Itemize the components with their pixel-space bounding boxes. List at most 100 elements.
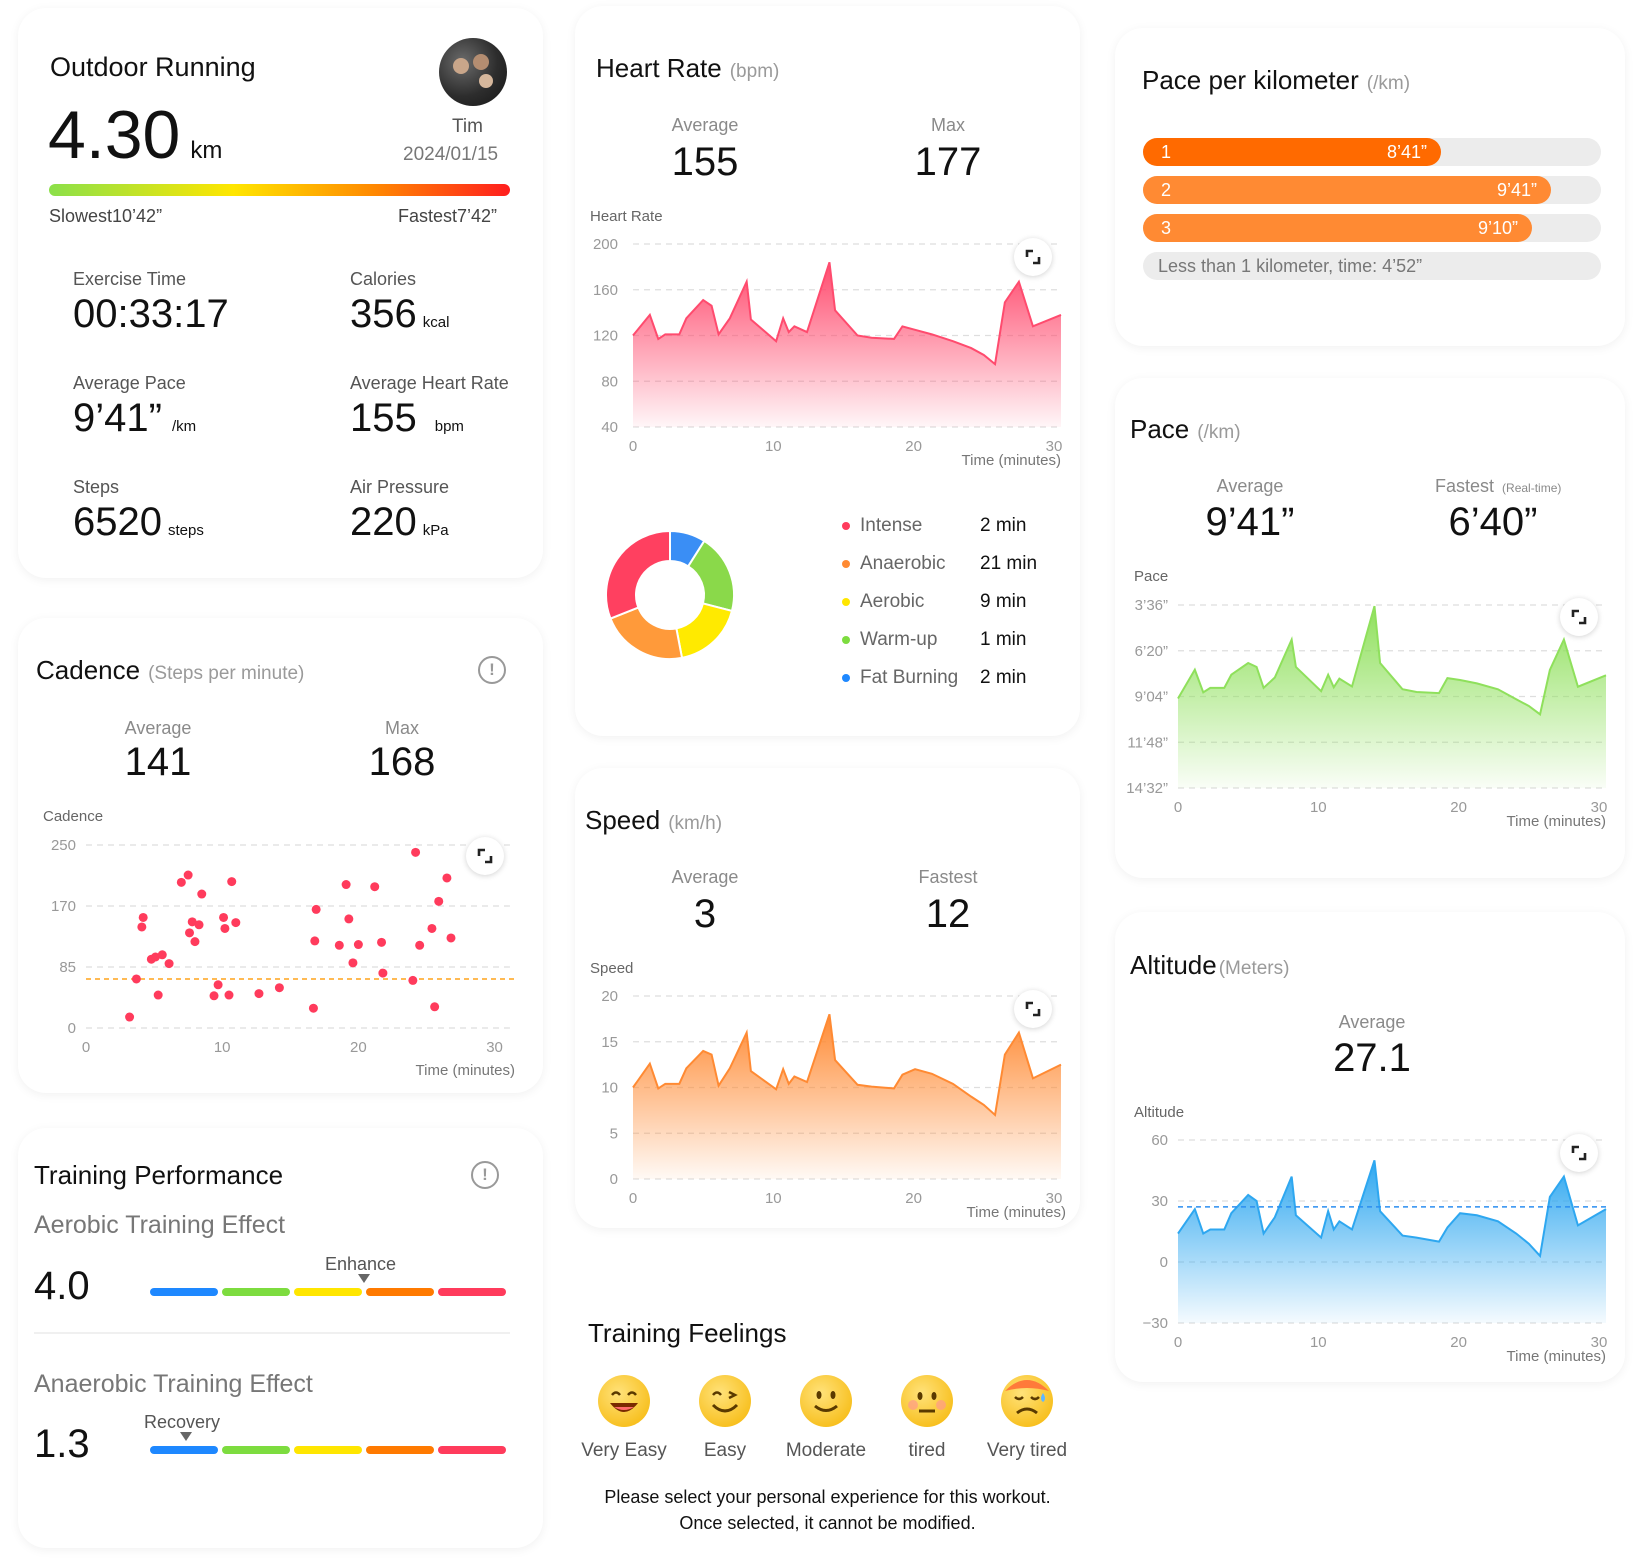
cadence-avg-value: 141: [124, 740, 192, 784]
distance-value: 4.30 km: [48, 96, 222, 174]
scatter-point: [254, 989, 264, 999]
stat-label: Steps: [73, 477, 120, 497]
scatter-point: [434, 896, 444, 906]
pace-gradient-bar: [49, 184, 510, 196]
scatter-point: [224, 990, 234, 1000]
y-tick-label: −30: [1143, 1315, 1168, 1332]
feeling-option-label[interactable]: Very tired: [986, 1440, 1068, 1461]
heart-rate-zone-donut: [605, 529, 735, 660]
pace-km-index: 2: [1161, 180, 1172, 200]
zone-time: 2 min: [980, 667, 1027, 688]
zone-row: Anaerobic 21 min: [842, 553, 1037, 575]
x-axis-title: Time (minutes): [1507, 813, 1606, 830]
heart-rate-avg-value: 155: [671, 140, 739, 184]
very-easy-emoji-icon[interactable]: [598, 1375, 650, 1427]
cadence-title: Cadence (Steps per minute): [36, 655, 304, 686]
stat-unit: kPa: [422, 522, 449, 539]
emoji-face: [711, 1390, 739, 1413]
scale-segment: [294, 1446, 362, 1454]
avatar[interactable]: [439, 38, 507, 106]
scale-segment: [438, 1288, 506, 1296]
feeling-option-label[interactable]: Easy: [703, 1440, 747, 1461]
scatter-point: [308, 1003, 318, 1013]
x-axis-title: Time (minutes): [962, 452, 1061, 469]
anaerobic-title: Anaerobic Training Effect: [34, 1370, 313, 1398]
scatter-point: [274, 983, 284, 993]
y-tick-label: 11’48”: [1127, 734, 1168, 751]
expand-icon[interactable]: [1560, 1134, 1598, 1172]
emoji-face: [1005, 1380, 1049, 1415]
speed-avg-value: 3: [693, 892, 717, 936]
slowest-label: Slowest10’42”: [49, 206, 163, 226]
pace-km-row: 2 9’41”: [1143, 176, 1601, 204]
summary-card: [18, 8, 543, 578]
x-tick-label: 20: [350, 1039, 367, 1056]
scatter-point: [190, 937, 200, 947]
x-axis-title: Time (minutes): [416, 1062, 515, 1079]
scatter-point: [220, 923, 230, 933]
scatter-point: [209, 991, 219, 1001]
altitude-avg-value: 27.1: [1333, 1036, 1411, 1080]
distance-unit: km: [190, 137, 223, 164]
x-tick-label: 0: [629, 1190, 637, 1207]
expand-icon[interactable]: [466, 837, 504, 875]
stat-unit: bpm: [434, 418, 464, 435]
x-tick-label: 10: [1310, 1334, 1327, 1351]
series-line: [632, 261, 1062, 366]
stat-value: 00:33:17: [73, 292, 229, 337]
aerobic-title: Aerobic Training Effect: [34, 1211, 286, 1239]
feeling-option-label[interactable]: Very Easy: [581, 1440, 667, 1461]
stat-value: 155 bpm: [350, 396, 464, 441]
scatter-point: [227, 877, 237, 887]
scatter-point: [415, 940, 425, 950]
feeling-option-label[interactable]: tired: [908, 1440, 946, 1461]
moderate-emoji-icon[interactable]: [800, 1375, 852, 1427]
feelings-note-line-1: Please select your personal experience f…: [604, 1487, 1051, 1507]
scatter-point: [353, 940, 363, 950]
scatter-point: [185, 928, 195, 938]
scatter-point: [411, 847, 421, 857]
cadence-max-value: 168: [368, 740, 436, 784]
expand-icon[interactable]: [1560, 598, 1598, 636]
x-tick-label: 10: [1310, 799, 1327, 816]
stat-value: 356 kcal: [350, 292, 449, 337]
zone-name: Intense: [860, 515, 923, 536]
area-fill: [1178, 606, 1606, 788]
expand-glyph: [1025, 249, 1041, 265]
stat-number: 00:33:17: [73, 292, 229, 336]
tired-emoji-icon[interactable]: [901, 1375, 953, 1427]
stat-number: 356: [350, 292, 417, 336]
expand-icon[interactable]: [1014, 238, 1052, 276]
series-line: [632, 1013, 1062, 1117]
scatter-point: [183, 870, 193, 880]
expand-icon[interactable]: [1014, 990, 1052, 1028]
y-tick-label: 6’20”: [1135, 643, 1168, 660]
x-tick-label: 10: [214, 1039, 231, 1056]
aerobic-scale: [150, 1274, 506, 1296]
info-icon[interactable]: !: [471, 1161, 499, 1189]
anaerobic-marker-label: Recovery: [144, 1412, 221, 1432]
feeling-option-label[interactable]: Moderate: [785, 1440, 867, 1461]
x-tick-label: 0: [629, 438, 637, 455]
altitude-avg-label: Average: [1338, 1012, 1406, 1032]
cadence-title-text: Cadence: [36, 655, 141, 685]
y-tick-label: 0: [68, 1020, 76, 1037]
very-tired-emoji-icon[interactable]: [1001, 1375, 1053, 1427]
stat-number: 6520: [73, 500, 162, 544]
heart-rate-title-text: Heart Rate: [596, 53, 722, 83]
zone-row: Aerobic 9 min: [842, 591, 1026, 613]
scatter-point: [213, 980, 223, 990]
scale-segment: [222, 1446, 290, 1454]
avatar-figure-1: [453, 58, 469, 74]
scatter-point: [137, 922, 147, 932]
stat-value: 6520 steps: [73, 500, 204, 545]
workout-title: Outdoor Running: [50, 52, 256, 82]
user-name: Tim: [452, 116, 483, 137]
scale-segment: [438, 1446, 506, 1454]
info-icon[interactable]: !: [478, 656, 506, 684]
scale-marker-icon: [179, 1432, 192, 1441]
x-tick-label: 30: [1591, 799, 1608, 816]
easy-emoji-icon[interactable]: [699, 1375, 751, 1427]
